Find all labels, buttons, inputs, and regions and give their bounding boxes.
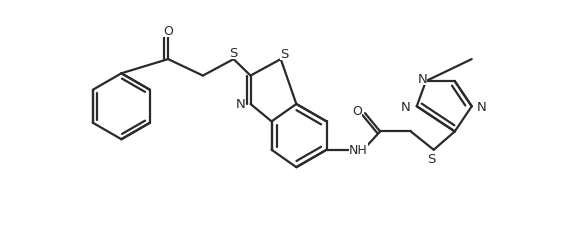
Text: N: N [235,98,245,111]
Text: S: S [427,152,436,165]
Text: N: N [417,73,427,86]
Text: N: N [477,100,486,113]
Text: N: N [400,100,410,113]
Text: O: O [352,105,361,118]
Text: S: S [280,48,289,61]
Text: NH: NH [349,144,368,157]
Text: S: S [229,47,238,59]
Text: O: O [163,25,173,38]
